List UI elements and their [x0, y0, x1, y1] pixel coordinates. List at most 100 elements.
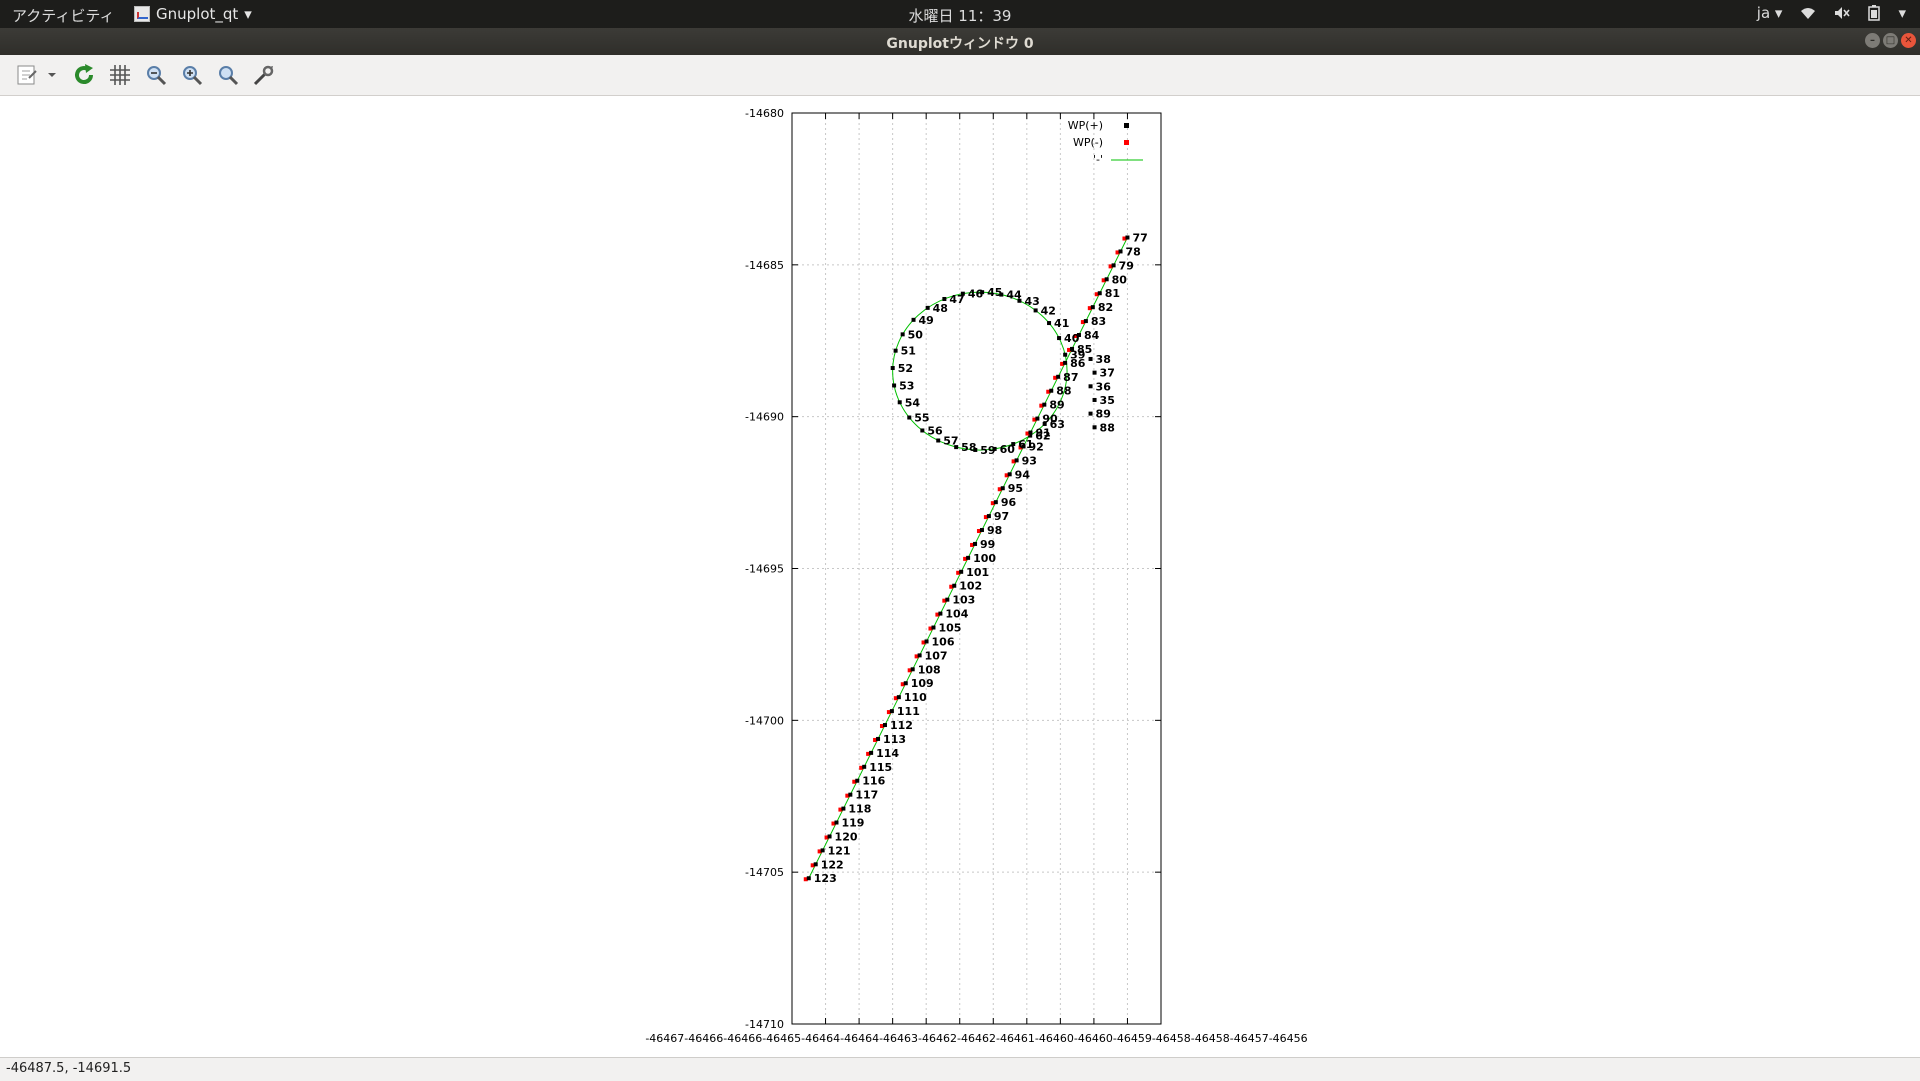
wp-plus-point: [924, 639, 929, 644]
wp-plus-point: [890, 366, 895, 371]
wp-plus-point: [892, 383, 897, 388]
plot-canvas[interactable]: 39 40 41 42 43 44 45 46 47 48 49 50 51 52 53 54 55 56 57 58…: [0, 96, 1920, 1056]
wp-plus-point: [827, 834, 832, 839]
waypoint-label: 60: [1000, 443, 1016, 456]
clock[interactable]: 水曜日 11：39: [908, 7, 1012, 25]
wp-plus-point: [1092, 397, 1097, 402]
waypoint-label: 46: [968, 288, 984, 301]
wifi-icon[interactable]: [1800, 6, 1816, 20]
wp-plus-point: [911, 317, 916, 322]
waypoint-label: 94: [1015, 468, 1031, 481]
settings-icon[interactable]: [250, 61, 278, 89]
waypoint-label: 98: [987, 524, 1002, 537]
legend-marker-wp-minus: [1124, 140, 1129, 145]
waypoint-label: 82: [1098, 301, 1113, 314]
wp-plus-point: [1057, 336, 1062, 341]
waypoint-label: 120: [835, 830, 858, 843]
window-titlebar[interactable]: Gnuplotウィンドウ 0 – □ ✕: [0, 28, 1920, 55]
waypoint-label: 81: [1105, 287, 1120, 300]
waypoint-label: 35: [1100, 394, 1115, 407]
volume-muted-icon[interactable]: [1834, 6, 1851, 20]
wp-minus-point: [1025, 431, 1030, 436]
gnuplot-app-icon: [134, 6, 150, 22]
wp-minus-point: [1032, 417, 1037, 422]
close-button[interactable]: ✕: [1901, 33, 1916, 48]
waypoint-label: 99: [980, 538, 995, 551]
system-menu-chevron-icon[interactable]: ▾: [1898, 4, 1906, 22]
legend-label: WP(-): [1073, 136, 1103, 149]
wp-plus-point: [1028, 430, 1033, 435]
wp-plus-point: [1049, 388, 1054, 393]
wp-plus-point: [945, 597, 950, 602]
zoom-next-icon[interactable]: [178, 61, 206, 89]
gnuplot-toolbar: [0, 55, 1920, 96]
wp-plus-point: [938, 611, 943, 616]
wp-minus-point: [1039, 403, 1044, 408]
wp-plus-point: [931, 625, 936, 630]
copy-to-clipboard-icon[interactable]: [13, 61, 41, 89]
waypoint-label: 104: [945, 608, 968, 621]
waypoint-label: 117: [855, 789, 878, 802]
waypoint-label: 41: [1054, 317, 1069, 330]
wp-plus-point: [903, 681, 908, 686]
wp-minus-point: [900, 682, 905, 687]
waypoint-label: 38: [1096, 353, 1111, 366]
wp-plus-point: [1076, 333, 1081, 338]
dropdown-arrow-icon[interactable]: [45, 61, 59, 89]
system-top-bar: アクティビティ Gnuplot_qt ▾ 水曜日 11：39 ja ▾ ▾: [0, 0, 1920, 28]
wp-minus-point: [942, 598, 947, 603]
activities-button[interactable]: アクティビティ: [12, 7, 115, 25]
legend-label: WP(+): [1068, 119, 1103, 132]
waypoint-label: 63: [1050, 418, 1065, 431]
wp-plus-point: [952, 583, 957, 588]
wp-plus-point: [1021, 444, 1026, 449]
waypoint-label: 88: [1100, 421, 1115, 434]
app-menu-label: Gnuplot_qt: [156, 5, 239, 23]
maximize-button[interactable]: □: [1883, 33, 1898, 48]
wp-plus-point: [1063, 360, 1068, 365]
wp-plus-point: [1097, 291, 1102, 296]
wp-minus-point: [893, 696, 898, 701]
minimize-button[interactable]: –: [1865, 33, 1880, 48]
wp-plus-point: [820, 848, 825, 853]
wp-plus-point: [876, 736, 881, 741]
wp-minus-point: [1108, 264, 1113, 269]
wp-plus-point: [1063, 352, 1068, 357]
y-tick-label: -14695: [745, 563, 784, 576]
battery-icon[interactable]: [1868, 5, 1881, 21]
app-menu[interactable]: Gnuplot_qt ▾: [134, 5, 252, 23]
waypoint-label: 62: [1035, 430, 1050, 443]
wp-minus-point: [928, 626, 933, 631]
waypoint-label: 118: [848, 803, 871, 816]
waypoint-label: 84: [1084, 329, 1100, 342]
autoscale-icon[interactable]: [214, 61, 242, 89]
zoom-previous-icon[interactable]: [142, 61, 170, 89]
waypoint-label: 78: [1126, 245, 1141, 258]
wp-plus-point: [1088, 384, 1093, 389]
waypoint-label: 48: [933, 302, 948, 315]
wp-plus-point: [960, 291, 965, 296]
wp-plus-point: [1111, 263, 1116, 268]
legend-marker-wp-plus: [1124, 123, 1129, 128]
wp-plus-point: [910, 667, 915, 672]
waypoint-label: 88: [1056, 385, 1071, 398]
waypoint-label: 80: [1112, 273, 1128, 286]
wp-minus-point: [810, 863, 815, 868]
wp-minus-point: [803, 877, 808, 882]
wp-minus-point: [866, 751, 871, 756]
replot-icon[interactable]: [70, 61, 98, 89]
waypoint-label: 54: [905, 396, 921, 409]
system-tray[interactable]: ja ▾ ▾: [1757, 4, 1906, 22]
y-tick-label: -14685: [745, 259, 784, 272]
waypoint-label: 92: [1029, 440, 1044, 453]
wp-plus-point: [1042, 421, 1047, 426]
waypoint-label: 56: [927, 424, 943, 437]
language-indicator[interactable]: ja ▾: [1756, 4, 1783, 22]
waypoint-label: 100: [973, 552, 996, 565]
wp-minus-point: [838, 807, 843, 812]
waypoint-label: 52: [898, 362, 913, 375]
wp-minus-point: [914, 654, 919, 659]
waypoint-label: 86: [1070, 357, 1086, 370]
grid-icon[interactable]: [106, 61, 134, 89]
wp-minus-point: [873, 737, 878, 742]
